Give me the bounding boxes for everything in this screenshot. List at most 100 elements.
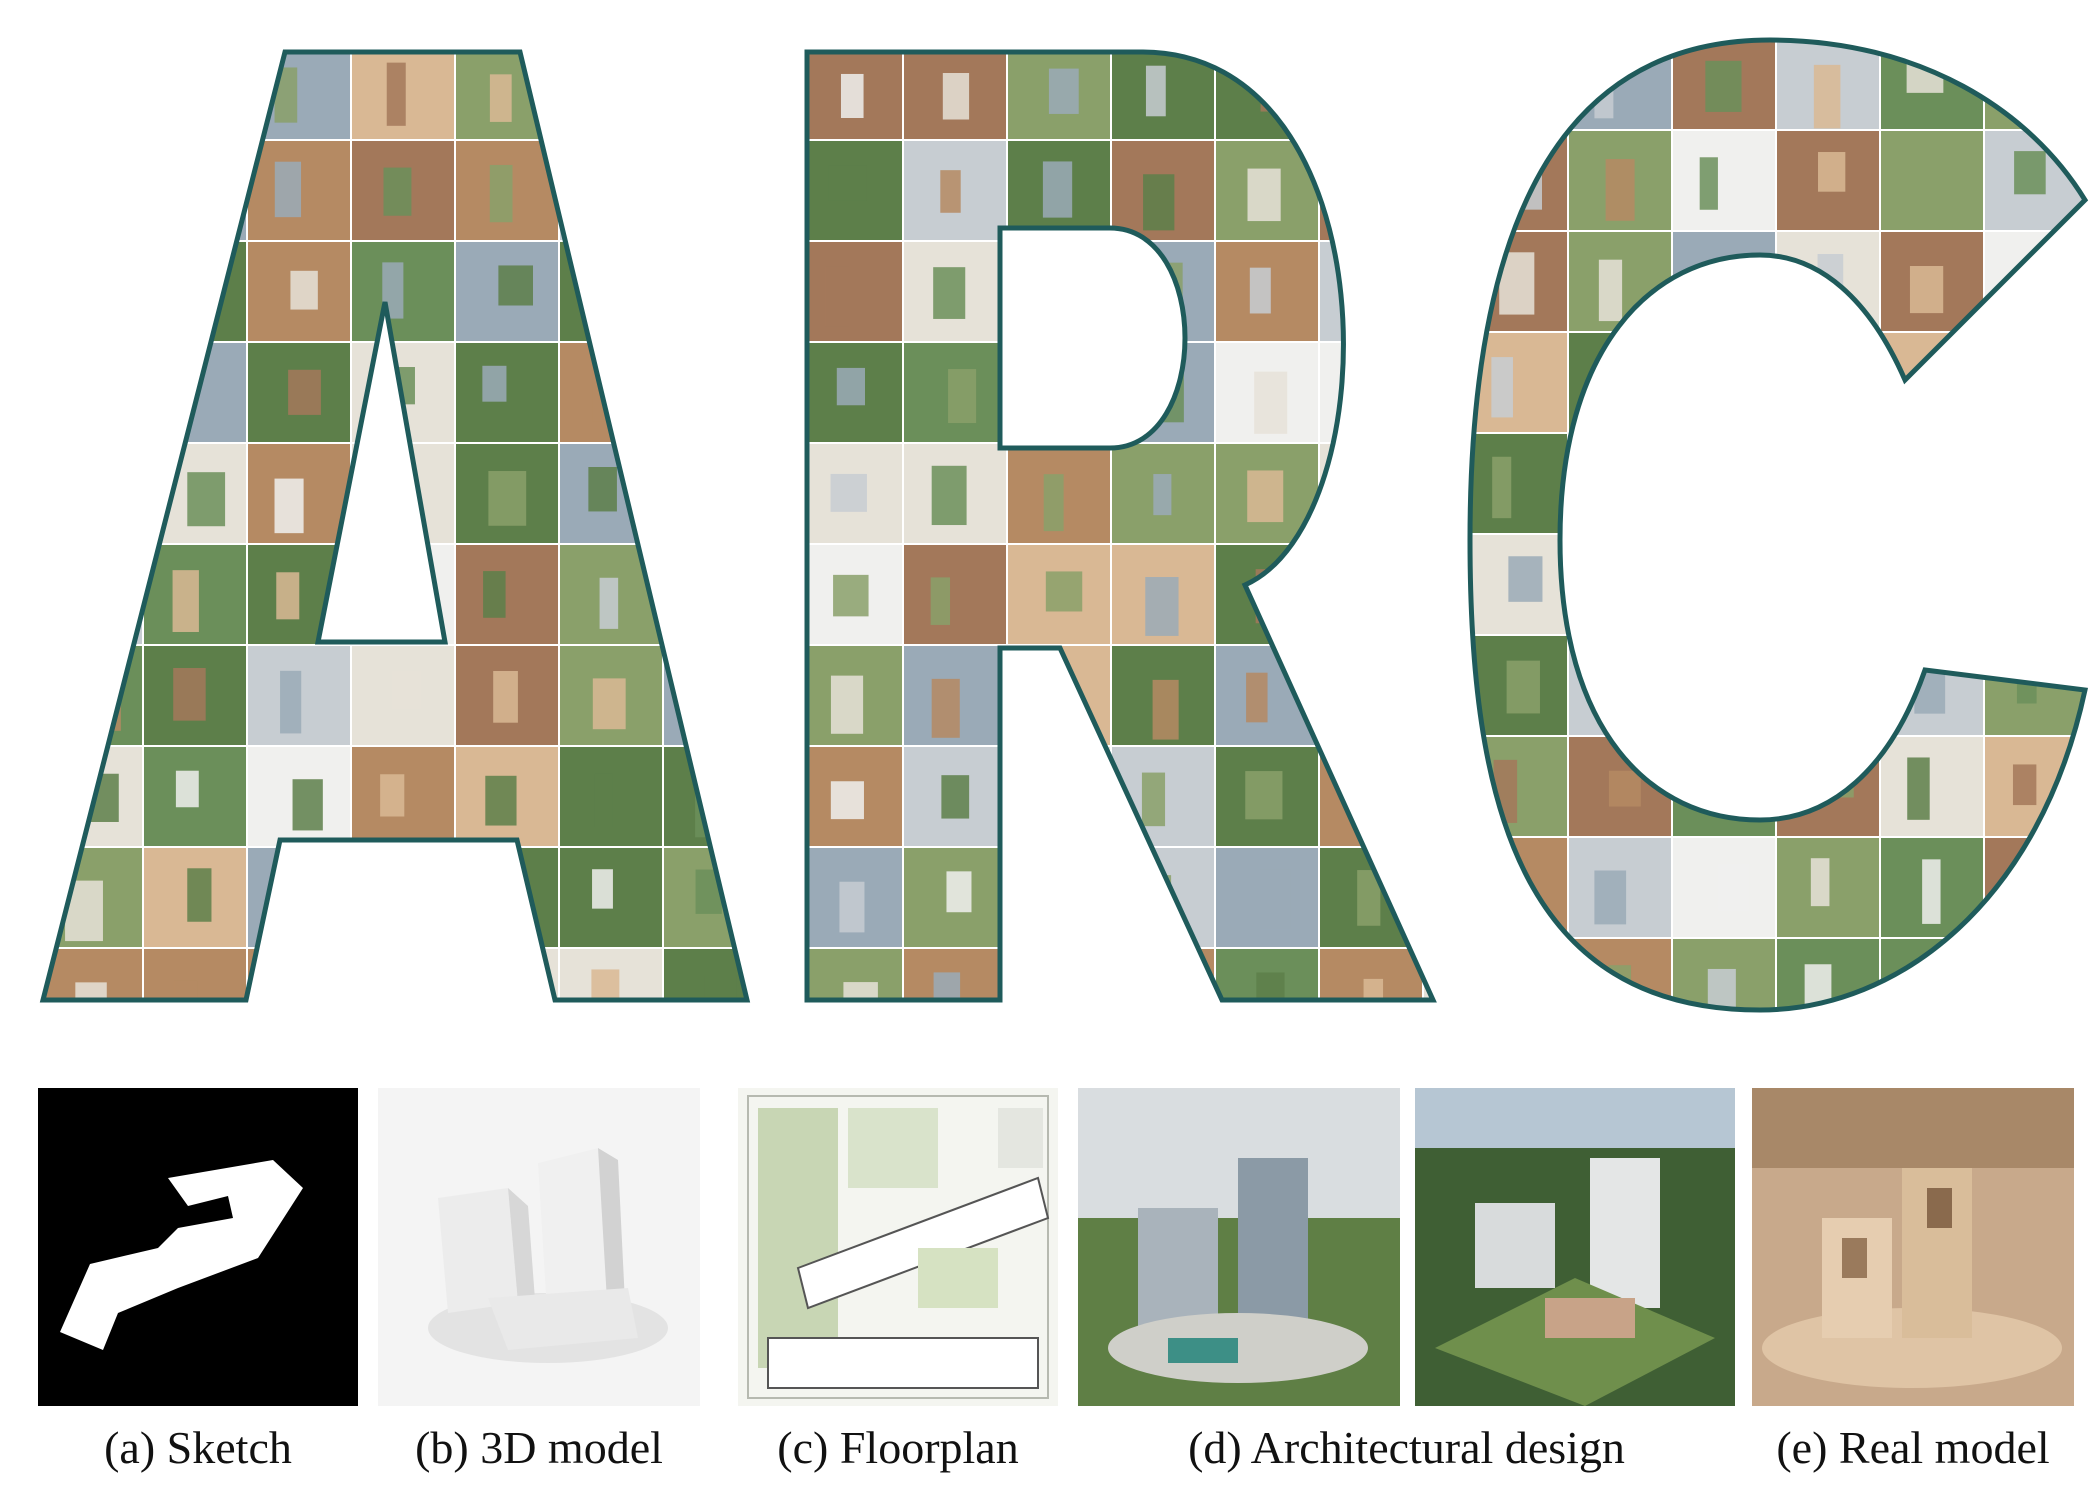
arc-letter-mosaic bbox=[39, 37, 2100, 1030]
mosaic-tile-building bbox=[1145, 577, 1179, 636]
mosaic-tile-building bbox=[1459, 882, 1495, 930]
mosaic-tile-building bbox=[693, 575, 722, 618]
mosaic-tile-building bbox=[274, 478, 304, 534]
caption-sketch: (a) Sketch bbox=[104, 1422, 292, 1473]
mosaic-tile-building bbox=[290, 970, 319, 1000]
mosaic-tile-building bbox=[292, 779, 323, 831]
mosaic-tile-building bbox=[695, 62, 730, 108]
mosaic-tile bbox=[664, 52, 747, 139]
mosaic-tile bbox=[43, 343, 142, 442]
mosaic-tile-building bbox=[699, 464, 726, 506]
mosaic-tile-building bbox=[276, 572, 300, 620]
mosaic-tile-building bbox=[1500, 962, 1524, 1006]
mosaic-tile-building bbox=[1254, 371, 1288, 434]
mosaic-tile-building bbox=[386, 62, 406, 126]
mosaic-tile bbox=[1673, 333, 1775, 432]
mosaic-tile bbox=[664, 343, 747, 442]
mosaic-tile bbox=[1008, 646, 1110, 745]
mosaic-tile bbox=[1777, 535, 1879, 634]
mosaic-tile-building bbox=[1247, 168, 1281, 222]
mosaic-tile-building bbox=[704, 975, 737, 1000]
mosaic-tile-building bbox=[175, 770, 199, 808]
mosaic-tile bbox=[43, 242, 142, 341]
mosaic-tile-building bbox=[1259, 869, 1291, 930]
mosaic-tile-building bbox=[942, 73, 970, 120]
mosaic-tile-building bbox=[930, 577, 951, 625]
mosaic-tile-building bbox=[931, 678, 960, 738]
mosaic-tile-building bbox=[493, 671, 518, 723]
mosaic-tile bbox=[560, 141, 662, 240]
architectural-design-image-2 bbox=[1415, 1088, 1735, 1406]
mosaic-tile-building bbox=[75, 982, 107, 1000]
mosaic-tile-building bbox=[1362, 164, 1385, 220]
mosaic-tile bbox=[1777, 232, 1879, 331]
mosaic-tile-building bbox=[2012, 764, 2037, 806]
mosaic-tile-building bbox=[931, 465, 967, 526]
mosaic-tile bbox=[456, 848, 558, 947]
mosaic-tile-building bbox=[1043, 474, 1064, 532]
mosaic-tile-building bbox=[1506, 660, 1540, 714]
mosaic-tile bbox=[2089, 232, 2100, 331]
mosaic-tile-building bbox=[482, 365, 507, 402]
mosaic-tile bbox=[664, 747, 747, 846]
mosaic-tile-building bbox=[1921, 363, 1956, 428]
mosaic-tile-building bbox=[1143, 174, 1175, 231]
mosaic-tile bbox=[2089, 939, 2100, 1030]
mosaic-tile bbox=[664, 545, 747, 644]
mosaic-tile-building bbox=[1141, 772, 1166, 827]
mosaic-tile-building bbox=[1925, 971, 1952, 1010]
mosaic-tile-building bbox=[1449, 71, 1484, 126]
mosaic-tile-building bbox=[1707, 968, 1736, 1010]
mosaic-tile-building bbox=[836, 367, 865, 406]
sketch-image bbox=[38, 1088, 358, 1406]
mosaic-tile-building bbox=[933, 267, 966, 319]
mosaic-tile bbox=[1320, 747, 1422, 846]
mosaic-tile-building bbox=[1701, 354, 1723, 400]
mosaic-tile bbox=[1470, 40, 1567, 129]
mosaic-tile-building bbox=[391, 670, 421, 710]
mosaic-tile bbox=[2089, 131, 2100, 230]
mosaic-tile-building bbox=[1042, 770, 1072, 826]
mosaic-tile-building bbox=[380, 774, 405, 817]
mosaic-tile-building bbox=[1605, 159, 1635, 221]
mosaic-tile bbox=[2089, 737, 2100, 836]
mosaic-tile-building bbox=[1045, 571, 1083, 612]
mosaic-tile-building bbox=[1249, 267, 1271, 314]
mosaic-tile bbox=[1320, 444, 1422, 543]
mosaic-tile bbox=[1985, 40, 2085, 129]
mosaic-tile-building bbox=[690, 266, 718, 304]
mosaic-tile bbox=[1673, 232, 1775, 331]
mosaic-tile-building bbox=[1153, 977, 1191, 1000]
mosaic-tile-building bbox=[186, 68, 213, 113]
mosaic-tile bbox=[144, 52, 246, 139]
mosaic-tile-building bbox=[2024, 465, 2043, 525]
mosaic-tile bbox=[1881, 737, 1983, 836]
mosaic-tile-building bbox=[1705, 60, 1742, 112]
mosaic-tile bbox=[807, 242, 902, 341]
mosaic-tile-building bbox=[391, 868, 415, 907]
mosaic-tile-building bbox=[1462, 972, 1499, 1014]
mosaic-tile-building bbox=[383, 167, 412, 216]
mosaic-tile-building bbox=[940, 170, 961, 213]
mosaic-tile-building bbox=[1491, 357, 1513, 418]
mosaic-tile-building bbox=[830, 781, 864, 820]
mosaic-tile bbox=[1777, 737, 1879, 836]
mosaic-tile-building bbox=[1594, 870, 1627, 925]
mosaic-tile-building bbox=[1492, 456, 1512, 519]
mosaic-tile bbox=[2089, 636, 2100, 735]
mosaic-tile-building bbox=[2026, 259, 2048, 322]
mosaic-tile-building bbox=[1909, 266, 1944, 314]
mosaic-tile-building bbox=[274, 67, 298, 123]
mosaic-tile-building bbox=[170, 369, 191, 419]
mosaic-tile bbox=[456, 343, 558, 442]
architectural-design-image-1 bbox=[1078, 1088, 1400, 1406]
caption-real-model: (e) Real model bbox=[1776, 1422, 2050, 1473]
mosaic-tile-building bbox=[590, 62, 629, 111]
mosaic-tile-building bbox=[1819, 360, 1848, 402]
mosaic-tile-building bbox=[1809, 462, 1832, 519]
mosaic-tile bbox=[1673, 636, 1775, 735]
mosaic-tile bbox=[1008, 949, 1110, 1000]
mosaic-tile bbox=[1777, 636, 1879, 735]
mosaic-tile-building bbox=[1456, 167, 1479, 211]
mosaic-tile bbox=[1320, 646, 1422, 745]
